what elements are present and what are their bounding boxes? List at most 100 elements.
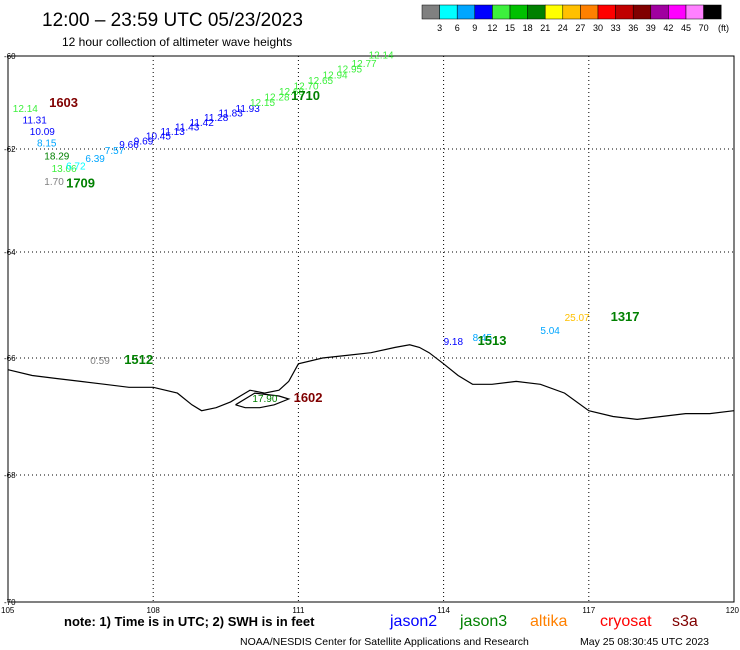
track-1317: 25.07 1317 xyxy=(565,309,640,324)
wave-height-label: 9.66 xyxy=(119,140,139,151)
colorbar-tick-label: 9 xyxy=(472,23,477,33)
wave-height-label: 11.13 xyxy=(161,127,186,138)
y-tick-label: -68 xyxy=(4,471,16,480)
colorbar-tick-label: 24 xyxy=(558,23,568,33)
track-1513: 9.18 8.45 5.04 1513 xyxy=(444,326,561,348)
wave-height-label: 12.68 xyxy=(279,87,304,98)
plot-frame xyxy=(7,55,735,603)
colorbar-tick-label: 70 xyxy=(699,23,709,33)
footer-note: note: 1) Time is in UTC; 2) SWH is in fe… xyxy=(64,614,315,629)
wave-height-label: 11.28 xyxy=(204,113,229,124)
track-1602: 17.90 1602 xyxy=(252,390,322,405)
colorbar-swatch xyxy=(474,4,493,20)
colorbar-swatch xyxy=(668,4,687,20)
x-tick-label: 117 xyxy=(582,606,595,615)
wave-height-label: 13.06 xyxy=(52,164,77,175)
colorbar-tick-label: 33 xyxy=(611,23,621,33)
map-plot-area: 12.1411.3110.098.1518.2913.061.7016036.7… xyxy=(1,50,740,615)
coastline-path xyxy=(7,344,735,421)
y-tick-label: -70 xyxy=(4,598,16,607)
track-time-label: 1603 xyxy=(49,95,78,110)
track-time-label: 1317 xyxy=(611,309,640,324)
colorbar-swatch xyxy=(632,4,652,20)
colorbar-swatch xyxy=(527,4,546,20)
colorbar-tick-label: 42 xyxy=(663,23,673,33)
colorbar-tick-label: 39 xyxy=(646,23,656,33)
satellite-legend-cryosat: cryosat xyxy=(600,613,652,630)
wave-height-label: 7.57 xyxy=(105,146,125,157)
colorbar-tick-label: 3 xyxy=(437,23,442,33)
colorbar-tick-label: 21 xyxy=(540,23,550,33)
wave-height-label: 11.31 xyxy=(23,115,48,126)
colorbar-swatch xyxy=(421,4,440,20)
wave-height-label: 11.83 xyxy=(219,108,244,119)
y-tick-label: -64 xyxy=(4,248,16,257)
wave-height-label: 6.39 xyxy=(85,154,105,165)
colorbar-tick-label: 15 xyxy=(505,23,515,33)
colorbar-swatch xyxy=(492,4,511,20)
colorbar-swatch xyxy=(456,4,476,20)
y-tick-label: -62 xyxy=(4,145,16,154)
wave-height-label: 12.14 xyxy=(369,50,394,61)
wave-height-label: 0.59 xyxy=(90,356,110,367)
y-tick-label: -60 xyxy=(4,52,16,61)
wave-height-label: 12.28 xyxy=(265,93,290,104)
colorbar-swatch xyxy=(685,4,704,20)
chart-subtitle: 12 hour collection of altimeter wave hei… xyxy=(62,35,292,49)
colorbar-swatch xyxy=(580,4,599,20)
wave-height-label: 18.29 xyxy=(44,151,69,162)
y-tick-label: -66 xyxy=(4,354,16,363)
wave-height-label: 6.72 xyxy=(66,162,86,173)
colorbar-swatch xyxy=(562,4,581,20)
footer-timestamp: May 25 08:30:45 UTC 2023 xyxy=(580,636,709,648)
wave-height-label: 12.14 xyxy=(13,104,38,115)
satellite-legend-jason3: jason3 xyxy=(459,613,507,630)
wave-height-label: 12.77 xyxy=(352,59,377,70)
x-tick-label: 120 xyxy=(726,606,740,615)
wave-height-label: 8.45 xyxy=(473,333,493,344)
track-time-label: 1512 xyxy=(124,352,153,367)
lat-lon-grid xyxy=(8,56,734,602)
wave-height-label: 12.95 xyxy=(337,65,362,76)
wave-height-label: 10.45 xyxy=(146,132,171,143)
wave-height-label: 12.94 xyxy=(323,70,348,81)
colorbar-unit-label: (ft) xyxy=(718,23,729,33)
coastline-island-path xyxy=(235,392,291,409)
wave-height-label: 8.15 xyxy=(37,139,57,150)
colorbar-swatch xyxy=(597,4,616,20)
colorbar-swatch xyxy=(439,4,458,20)
altimeter-tracks: 12.1411.3110.098.1518.2913.061.7016036.7… xyxy=(13,50,640,405)
wave-height-label: 5.04 xyxy=(540,326,560,337)
satellite-legend-s3a: s3a xyxy=(672,613,698,630)
colorbar-swatch xyxy=(650,4,669,20)
wave-height-label: 11.43 xyxy=(175,122,200,133)
colorbar-tick-label: 45 xyxy=(681,23,691,33)
wave-height-label: 9.69 xyxy=(134,136,154,147)
colorbar-swatch xyxy=(703,4,722,20)
track-1709: 6.726.397.579.66 1709 xyxy=(66,140,139,191)
track-time-label: 1709 xyxy=(66,176,95,191)
track-time-label: 1710 xyxy=(291,88,320,103)
footer-credit: NOAA/NESDIS Center for Satellite Applica… xyxy=(240,636,529,648)
wave-height-label: 12.65 xyxy=(308,76,333,87)
x-tick-label: 108 xyxy=(147,606,161,615)
x-tick-label: 111 xyxy=(292,606,305,615)
colorbar-tick-label: 18 xyxy=(523,23,533,33)
colorbar-swatch xyxy=(615,4,634,20)
x-tick-label: 105 xyxy=(1,606,15,615)
wave-height-label: 1.70 xyxy=(44,177,64,188)
wave-height-label: 25.07 xyxy=(565,313,590,324)
satellite-legend: jason2 jason3 altika cryosat s3a xyxy=(389,613,698,630)
wave-height-label: 9.18 xyxy=(444,337,464,348)
chart-title: 12:00 – 23:59 UTC 05/23/2023 xyxy=(42,10,303,31)
axis-tick-labels: 105 108 111 114 117 120 -60 -62 -64 -66 -68 -70 xyxy=(1,52,740,615)
colorbar-swatch xyxy=(509,4,528,20)
wave-height-label: 11.93 xyxy=(236,104,261,115)
colorbar-swatch xyxy=(544,4,564,20)
colorbar-tick-label: 30 xyxy=(593,23,603,33)
track-1710: 9.6910.4511.1311.4311.4211.2811.8311.931… xyxy=(134,50,394,147)
wave-height-label: 12.70 xyxy=(294,82,319,93)
